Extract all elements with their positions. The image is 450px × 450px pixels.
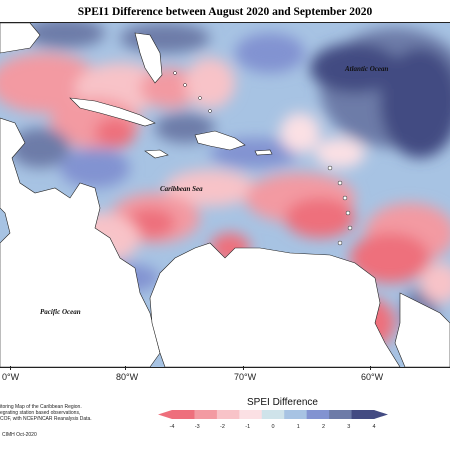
legend-tick-label: 3	[347, 424, 350, 430]
credit-line: COF, with NCEP/NCAR Reanalysis Data.	[0, 416, 92, 422]
legend-title: SPEI Difference	[247, 397, 318, 408]
lon-tick	[10, 366, 11, 370]
legend-swatch	[351, 410, 375, 419]
lon-label: 0°W	[2, 372, 20, 382]
legend-tick-label: -4	[170, 424, 175, 430]
legend-tick-label: -2	[220, 424, 225, 430]
map-canvas	[0, 23, 450, 367]
legend-swatch	[216, 410, 240, 419]
atlantic-ocean-label: Atlantic Ocean	[345, 65, 389, 73]
legend-swatch	[261, 410, 285, 419]
lon-label: 60°W	[361, 372, 384, 382]
legend-swatch	[194, 410, 218, 419]
legend-tick-label: -3	[195, 424, 200, 430]
pacific-ocean-label: Pacific Ocean	[40, 308, 81, 316]
legend-arrow-right	[374, 410, 388, 419]
caribbean-sea-label: Caribbean Sea	[160, 185, 203, 193]
legend-tick-label: 2	[322, 424, 325, 430]
legend-tick-label: -1	[245, 424, 250, 430]
legend-tick-label: 1	[297, 424, 300, 430]
credit-line: egrating station based observations,	[0, 410, 81, 416]
us-land	[0, 23, 41, 54]
legend-swatch	[329, 410, 353, 419]
credit-copyright: CIMH Oct-2020	[2, 432, 37, 438]
map-title: SPEI1 Difference between August 2020 and…	[77, 6, 373, 18]
legend-tick-label: 0	[271, 424, 274, 430]
spei-field	[0, 23, 450, 363]
lesser-antilles	[173, 71, 353, 246]
legend-arrow-left	[158, 410, 172, 419]
credit-line: itoring Map of the Caribbean Region.	[0, 404, 82, 410]
legend-swatch	[306, 410, 330, 419]
land	[0, 32, 450, 367]
legend-tick-label: 4	[372, 424, 375, 430]
lon-label: 70°W	[234, 372, 257, 382]
lon-tick	[370, 366, 371, 370]
lon-label: 80°W	[116, 372, 139, 382]
legend-swatch	[284, 410, 308, 419]
spei-difference-map: Atlantic Ocean Caribbean Sea Pacific Oce…	[0, 22, 450, 368]
lon-tick	[125, 366, 126, 370]
legend-swatch	[239, 410, 263, 419]
legend-swatch	[172, 410, 195, 419]
lon-tick	[243, 366, 244, 370]
